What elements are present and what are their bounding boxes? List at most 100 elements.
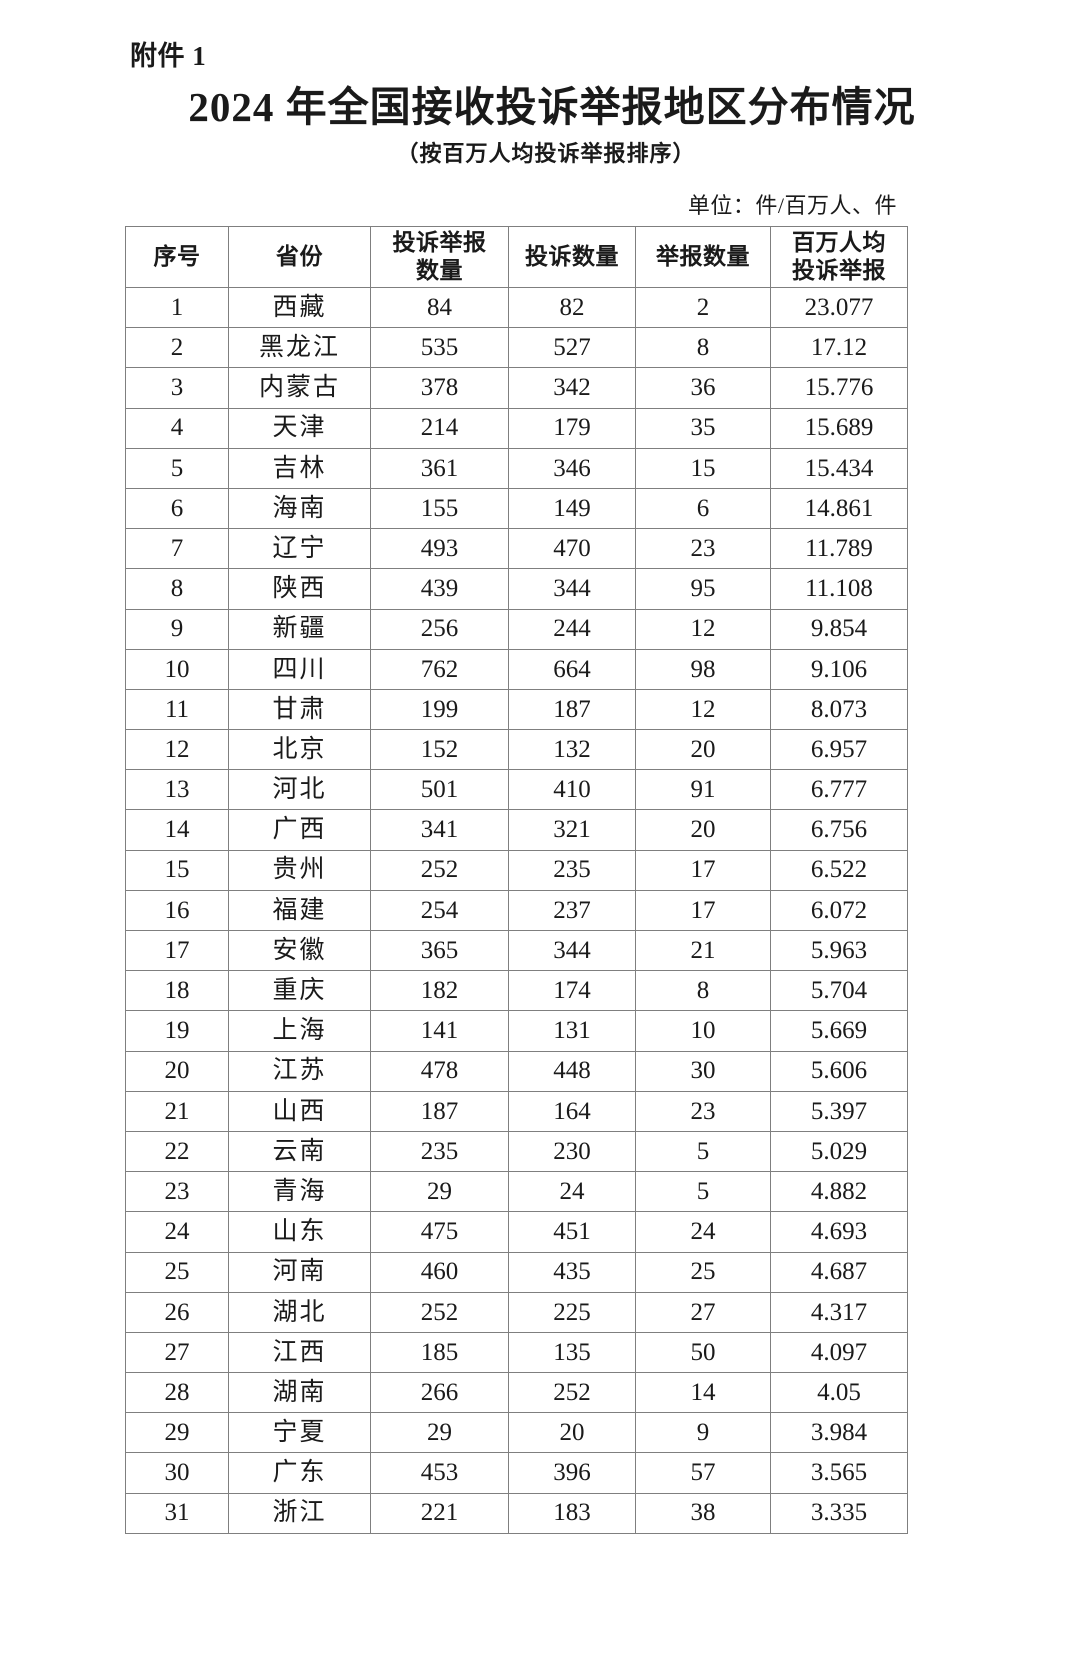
- table-cell-reports: 91: [635, 769, 771, 811]
- table-cell-complaints: 149: [508, 487, 636, 530]
- table-row: 6 海南 155 149 6 14.861: [125, 487, 908, 530]
- table-cell-per-million: 6.072: [770, 889, 908, 932]
- table-row: 1 西藏 84 82 2 23.077: [125, 286, 908, 329]
- table-cell-total: 475: [370, 1211, 509, 1253]
- distribution-table: 序号 省份 投诉举报 数量 投诉数量 举报数量: [125, 226, 908, 1534]
- table-cell-province: 福建: [228, 889, 371, 932]
- table-cell-per-million: 5.704: [770, 970, 908, 1012]
- table-cell-per-million: 5.963: [770, 929, 908, 972]
- table-cell-reports: 57: [635, 1452, 771, 1494]
- table-cell-province: 天津: [228, 407, 371, 449]
- table-row: 15 贵州 252 235 17 6.522: [125, 849, 908, 891]
- attachment-label: 附件 1: [130, 41, 207, 71]
- table-cell-province: 江苏: [228, 1050, 371, 1092]
- table-cell-per-million: 6.522: [770, 849, 908, 891]
- table-cell-province: 山东: [228, 1211, 371, 1253]
- table-cell-index: 1: [125, 286, 229, 329]
- column-header-total-line2: 数量: [416, 258, 463, 283]
- table-cell-per-million: 15.776: [770, 367, 908, 409]
- table-cell-complaints: 164: [508, 1090, 636, 1132]
- table-cell-index: 12: [125, 729, 229, 771]
- table-cell-index: 7: [125, 528, 229, 570]
- table-row: 8 陕西 439 344 95 11.108: [125, 568, 908, 610]
- table-cell-complaints: 527: [508, 327, 636, 369]
- table-cell-complaints: 344: [508, 568, 636, 610]
- table-cell-province: 浙江: [228, 1492, 371, 1534]
- table-cell-province: 辽宁: [228, 528, 371, 570]
- column-header-reports: 举报数量: [635, 226, 771, 288]
- table-cell-reports: 95: [635, 568, 771, 610]
- table-cell-complaints: 20: [508, 1412, 636, 1454]
- table-cell-per-million: 11.789: [770, 528, 908, 570]
- table-cell-province: 北京: [228, 729, 371, 771]
- table-cell-total: 493: [370, 528, 509, 570]
- table-cell-per-million: 5.029: [770, 1130, 908, 1173]
- table-cell-reports: 14: [635, 1372, 771, 1414]
- table-cell-complaints: 237: [508, 889, 636, 932]
- table-cell-reports: 27: [635, 1291, 771, 1333]
- table-cell-per-million: 5.606: [770, 1050, 908, 1092]
- table-cell-reports: 35: [635, 407, 771, 449]
- table-row: 3 内蒙古 378 342 36 15.776: [125, 367, 908, 409]
- table-cell-total: 453: [370, 1452, 509, 1494]
- table-cell-province: 上海: [228, 1010, 371, 1052]
- table-cell-province: 广西: [228, 809, 371, 851]
- table-cell-total: 341: [370, 809, 509, 851]
- table-cell-total: 185: [370, 1331, 509, 1374]
- table-cell-reports: 2: [635, 286, 771, 329]
- table-cell-province: 湖南: [228, 1372, 371, 1414]
- table-cell-reports: 5: [635, 1171, 771, 1213]
- table-cell-index: 27: [125, 1331, 229, 1374]
- table-cell-province: 陕西: [228, 568, 371, 610]
- table-cell-per-million: 4.05: [770, 1372, 908, 1414]
- table-cell-reports: 10: [635, 1010, 771, 1052]
- table-cell-per-million: 4.693: [770, 1211, 908, 1253]
- table-cell-province: 甘肃: [228, 688, 371, 731]
- table-cell-total: 155: [370, 487, 509, 530]
- column-header-total-line1: 投诉举报: [392, 229, 487, 255]
- table-row: 27 江西 185 135 50 4.097: [125, 1331, 908, 1374]
- table-cell-total: 29: [370, 1171, 509, 1213]
- table-cell-per-million: 11.108: [770, 568, 908, 610]
- table-cell-complaints: 235: [508, 849, 636, 891]
- table-row: 5 吉林 361 346 15 15.434: [125, 447, 908, 489]
- table-cell-reports: 15: [635, 447, 771, 489]
- table-cell-per-million: 5.397: [770, 1090, 908, 1132]
- table-cell-per-million: 6.756: [770, 809, 908, 851]
- table-cell-reports: 21: [635, 929, 771, 972]
- table-cell-complaints: 24: [508, 1171, 636, 1213]
- column-header-per-million-line2: 投诉举报: [792, 258, 886, 283]
- table-cell-complaints: 410: [508, 769, 636, 811]
- table-cell-total: 187: [370, 1090, 509, 1132]
- table-cell-total: 460: [370, 1251, 509, 1293]
- table-cell-reports: 12: [635, 688, 771, 731]
- table-cell-reports: 23: [635, 528, 771, 570]
- table-cell-province: 西藏: [228, 286, 371, 329]
- table-cell-reports: 20: [635, 809, 771, 851]
- table-cell-reports: 12: [635, 608, 771, 650]
- table-cell-province: 吉林: [228, 447, 371, 489]
- table-cell-complaints: 82: [508, 286, 636, 329]
- table-cell-complaints: 174: [508, 970, 636, 1012]
- table-row: 19 上海 141 131 10 5.669: [125, 1010, 908, 1052]
- table-cell-province: 四川: [228, 648, 371, 690]
- table-cell-per-million: 15.689: [770, 407, 908, 449]
- table-cell-complaints: 132: [508, 729, 636, 771]
- table-cell-total: 29: [370, 1412, 509, 1454]
- table-cell-per-million: 4.097: [770, 1331, 908, 1374]
- table-cell-per-million: 8.073: [770, 688, 908, 731]
- table-cell-reports: 25: [635, 1251, 771, 1293]
- column-header-province: 省份: [228, 226, 371, 288]
- table-cell-complaints: 187: [508, 688, 636, 731]
- table-row: 25 河南 460 435 25 4.687: [125, 1251, 908, 1293]
- table-cell-total: 252: [370, 1291, 509, 1333]
- table-cell-total: 762: [370, 648, 509, 690]
- table-cell-total: 221: [370, 1492, 509, 1534]
- table-cell-total: 214: [370, 407, 509, 449]
- column-header-per-million-line1: 百万人均: [792, 229, 886, 255]
- table-cell-complaints: 435: [508, 1251, 636, 1293]
- table-row: 18 重庆 182 174 8 5.704: [125, 970, 908, 1012]
- table-row: 14 广西 341 321 20 6.756: [125, 809, 908, 851]
- table-cell-index: 18: [125, 970, 229, 1012]
- table-cell-reports: 98: [635, 648, 771, 690]
